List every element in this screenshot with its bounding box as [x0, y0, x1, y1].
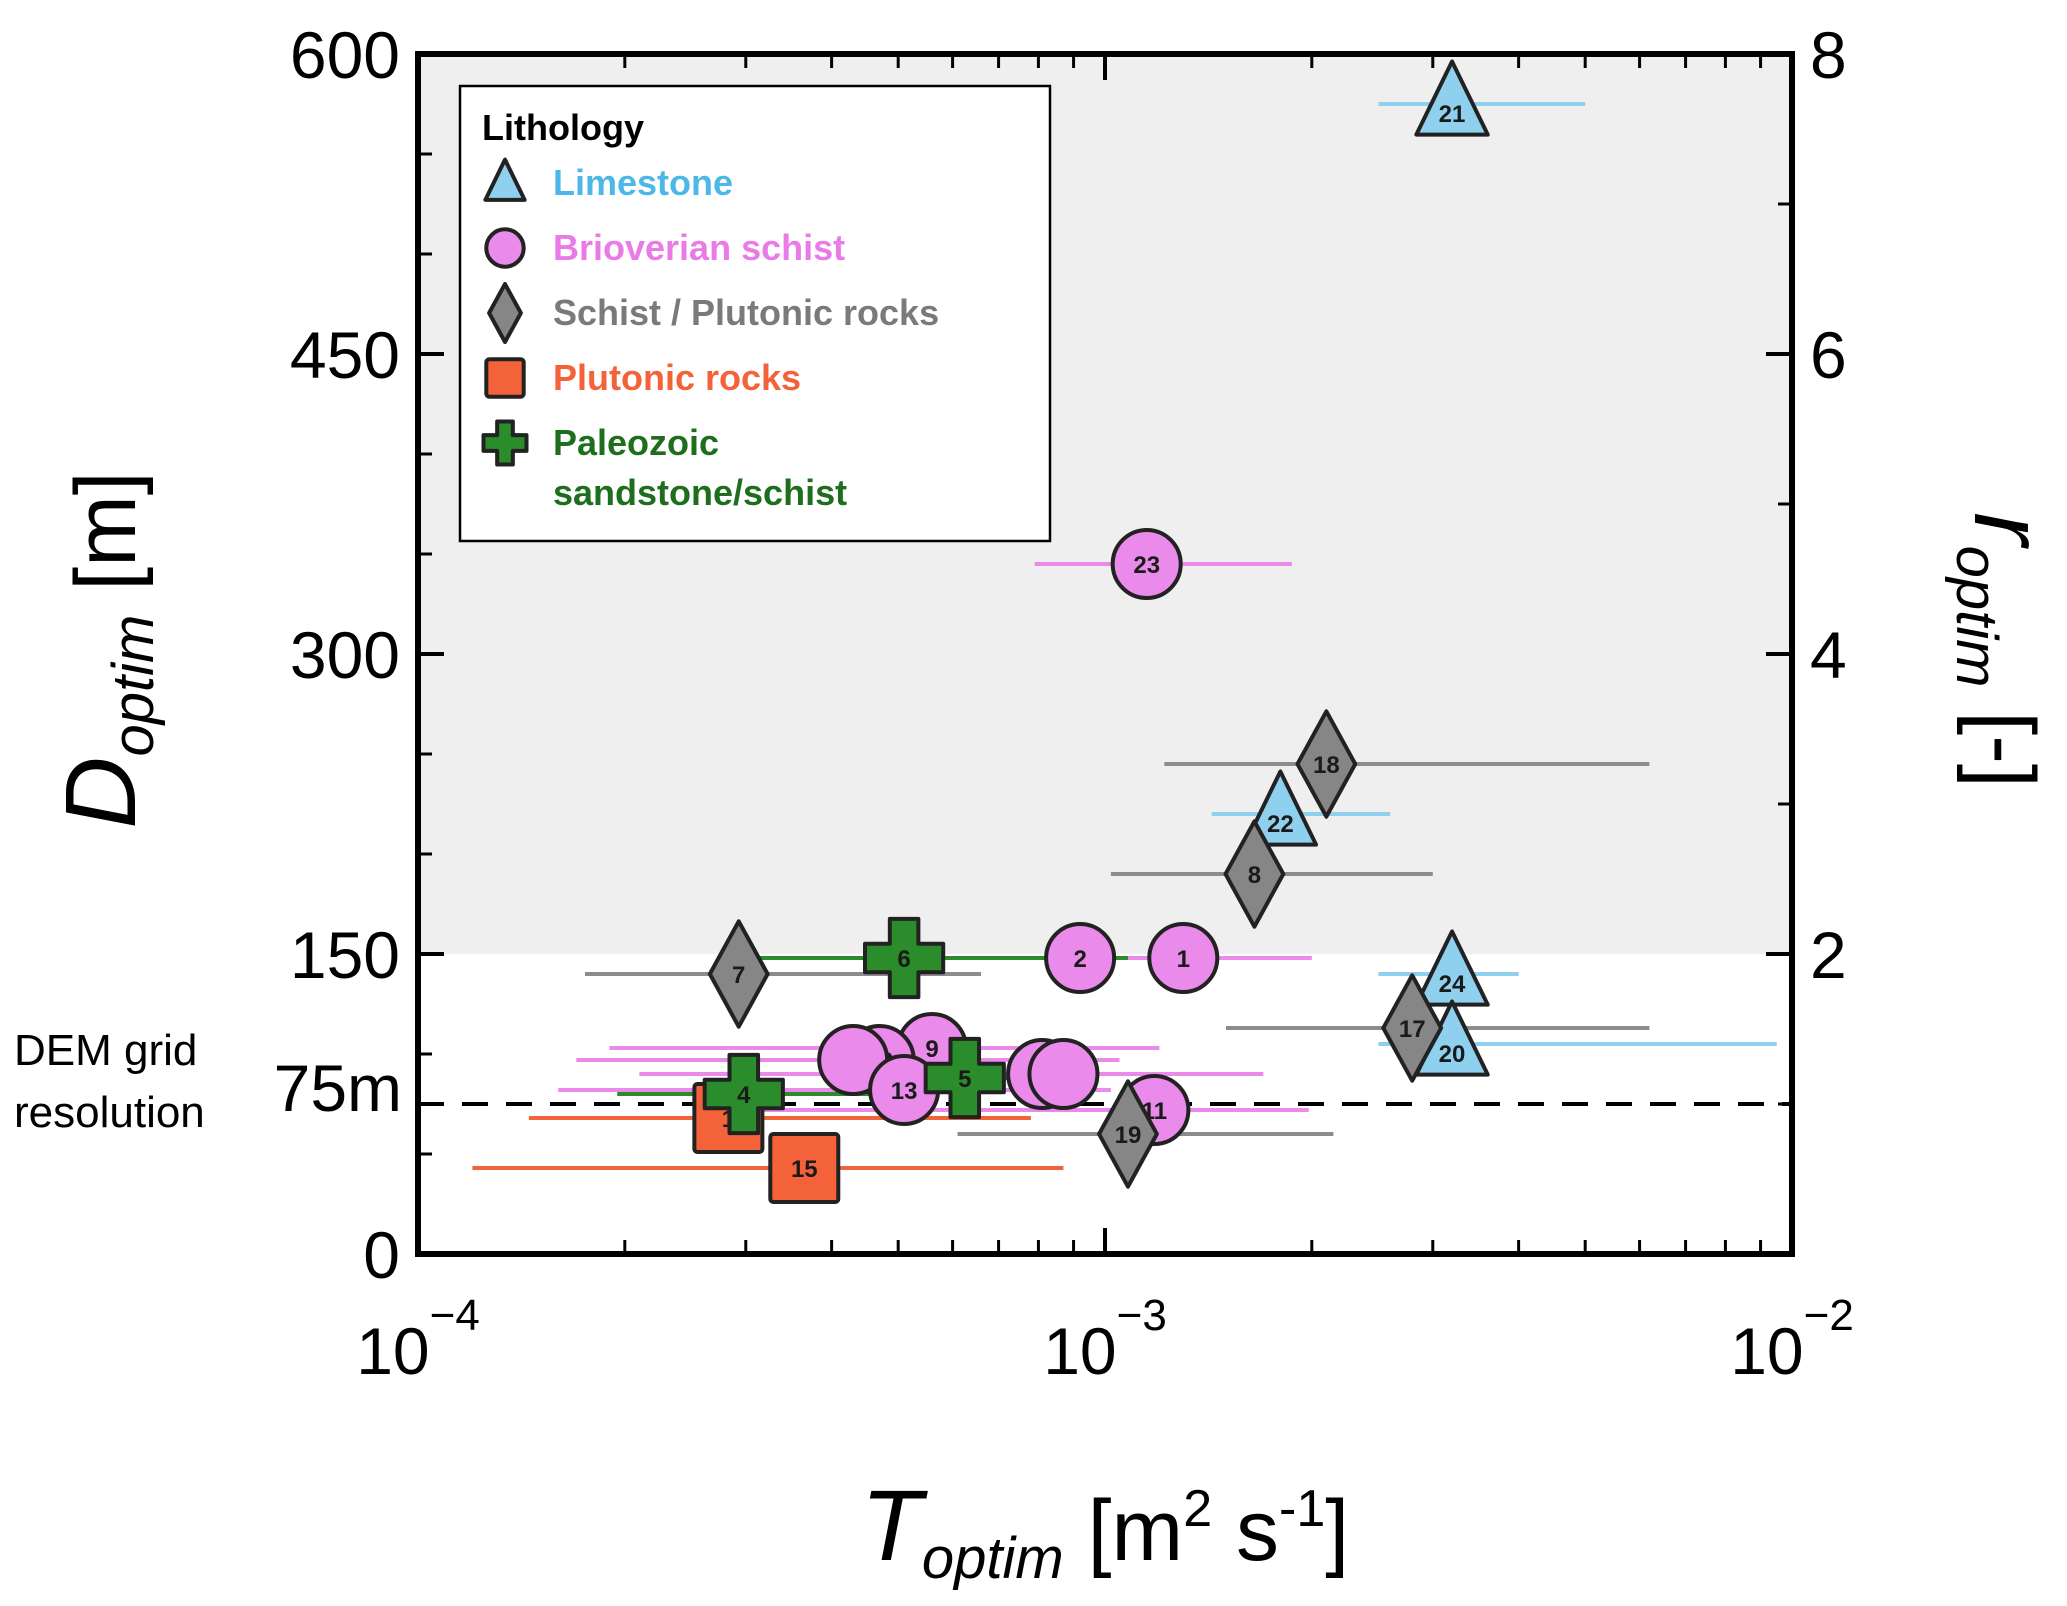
legend-marker-brioverian-schist [484, 227, 526, 269]
legend-label-paleozoic-sandstone-schist: Paleozoic [553, 422, 719, 463]
y-tick-label: 150 [290, 918, 400, 992]
plutonic-rocks-point-label: 15 [791, 1156, 818, 1183]
paleozoic-sandstone-schist-point-label: 5 [958, 1066, 971, 1093]
y-tick-label: 600 [290, 18, 400, 92]
limestone-point-label: 21 [1439, 101, 1466, 128]
limestone-point-label: 20 [1439, 1041, 1466, 1068]
brioverian-schist-point [1044, 922, 1117, 994]
y-tick-label: 300 [290, 618, 400, 692]
dem-value-label: 75m [274, 1051, 402, 1125]
legend-marker-paleozoic-sandstone-schist [481, 419, 529, 467]
brioverian-schist-point [1147, 922, 1220, 994]
brioverian-schist-point-label: 2 [1073, 946, 1086, 973]
schist-plutonic-rocks-point-label: 17 [1399, 1016, 1426, 1043]
dem-label-line2: resolution [14, 1088, 205, 1137]
limestone-point-label: 24 [1439, 971, 1466, 998]
schist-plutonic-rocks-point [1381, 973, 1444, 1083]
axis-ticks [416, 52, 1794, 1256]
brioverian-schist-point [1027, 1038, 1100, 1110]
schist-plutonic-rocks-point [707, 919, 770, 1029]
schist-plutonic-rocks-point-label: 19 [1115, 1122, 1142, 1149]
legend-marker-plutonic-rocks [484, 357, 526, 399]
paleozoic-sandstone-schist-point [702, 1052, 785, 1136]
x-axis-title: Toptim [m2 s-1] [861, 1470, 1349, 1591]
brioverian-schist-point-label: 13 [891, 1078, 918, 1105]
schist-plutonic-rocks-point [1097, 1079, 1159, 1189]
paleozoic-sandstone-schist-point [923, 1036, 1006, 1120]
brioverian-schist-point-label: 1 [1177, 946, 1190, 973]
legend-title: Lithology [482, 107, 644, 148]
x-tick-labels: 10−4 10−3 10−2 [356, 1291, 1854, 1388]
schist-plutonic-rocks-point [1223, 819, 1286, 929]
limestone-point [1242, 769, 1319, 847]
y2-axis-title: roptim [-] [1944, 512, 2065, 787]
legend-box [458, 84, 1052, 543]
y2-tick-labels: 2 4 6 8 [1810, 18, 1847, 992]
brioverian-schist-point [1110, 528, 1183, 600]
legend-label-plutonic-rocks: Plutonic rocks [553, 357, 801, 398]
legend-marker-schist-plutonic-rocks [487, 282, 523, 344]
paleozoic-sandstone-schist-point [863, 916, 946, 1000]
schist-plutonic-rocks-point-label: 7 [732, 962, 745, 989]
legend-label-brioverian-schist: Brioverian schist [553, 227, 845, 268]
schist-plutonic-rocks-point-label: 18 [1313, 752, 1340, 779]
legend-marker-limestone [483, 157, 527, 202]
paleozoic-sandstone-schist-point-label: 4 [737, 1082, 751, 1109]
y2-tick-label: 4 [1810, 618, 1847, 692]
brioverian-schist-point-label: 23 [1133, 552, 1160, 579]
schist-plutonic-rocks-point [1295, 709, 1358, 819]
y-axis-title: Doptim [m] [45, 471, 166, 828]
x-tick-label: 10−3 [1043, 1291, 1167, 1388]
y-tick-label: 0 [363, 1218, 400, 1292]
x-tick-label: 10−4 [356, 1291, 480, 1388]
y-tick-label: 450 [290, 318, 400, 392]
schist-plutonic-rocks-point-label: 8 [1248, 862, 1261, 889]
y2-tick-label: 8 [1810, 18, 1847, 92]
y-tick-labels: 0 150 300 450 600 [290, 18, 400, 1292]
y2-tick-label: 2 [1810, 918, 1847, 992]
limestone-point-label: 22 [1267, 811, 1294, 838]
plutonic-rocks-point [768, 1132, 841, 1204]
legend-label-limestone: Limestone [553, 162, 733, 203]
legend-label-schist-plutonic-rocks: Schist / Plutonic rocks [553, 292, 939, 333]
x-tick-label: 10−2 [1730, 1291, 1854, 1388]
brioverian-schist-point-label: 9 [925, 1036, 938, 1063]
dem-label-line1: DEM grid [14, 1026, 197, 1075]
y2-tick-label: 6 [1810, 318, 1847, 392]
legend: Lithology Limestone Brioverian schist Schi… [458, 84, 1052, 543]
legend-label-paleozoic-sandstone-schist: sandstone/schist [553, 472, 847, 513]
data-markers: 2122242023219123131118871719115645 [692, 59, 1490, 1204]
paleozoic-sandstone-schist-point-label: 6 [897, 946, 910, 973]
limestone-point [1414, 59, 1490, 137]
